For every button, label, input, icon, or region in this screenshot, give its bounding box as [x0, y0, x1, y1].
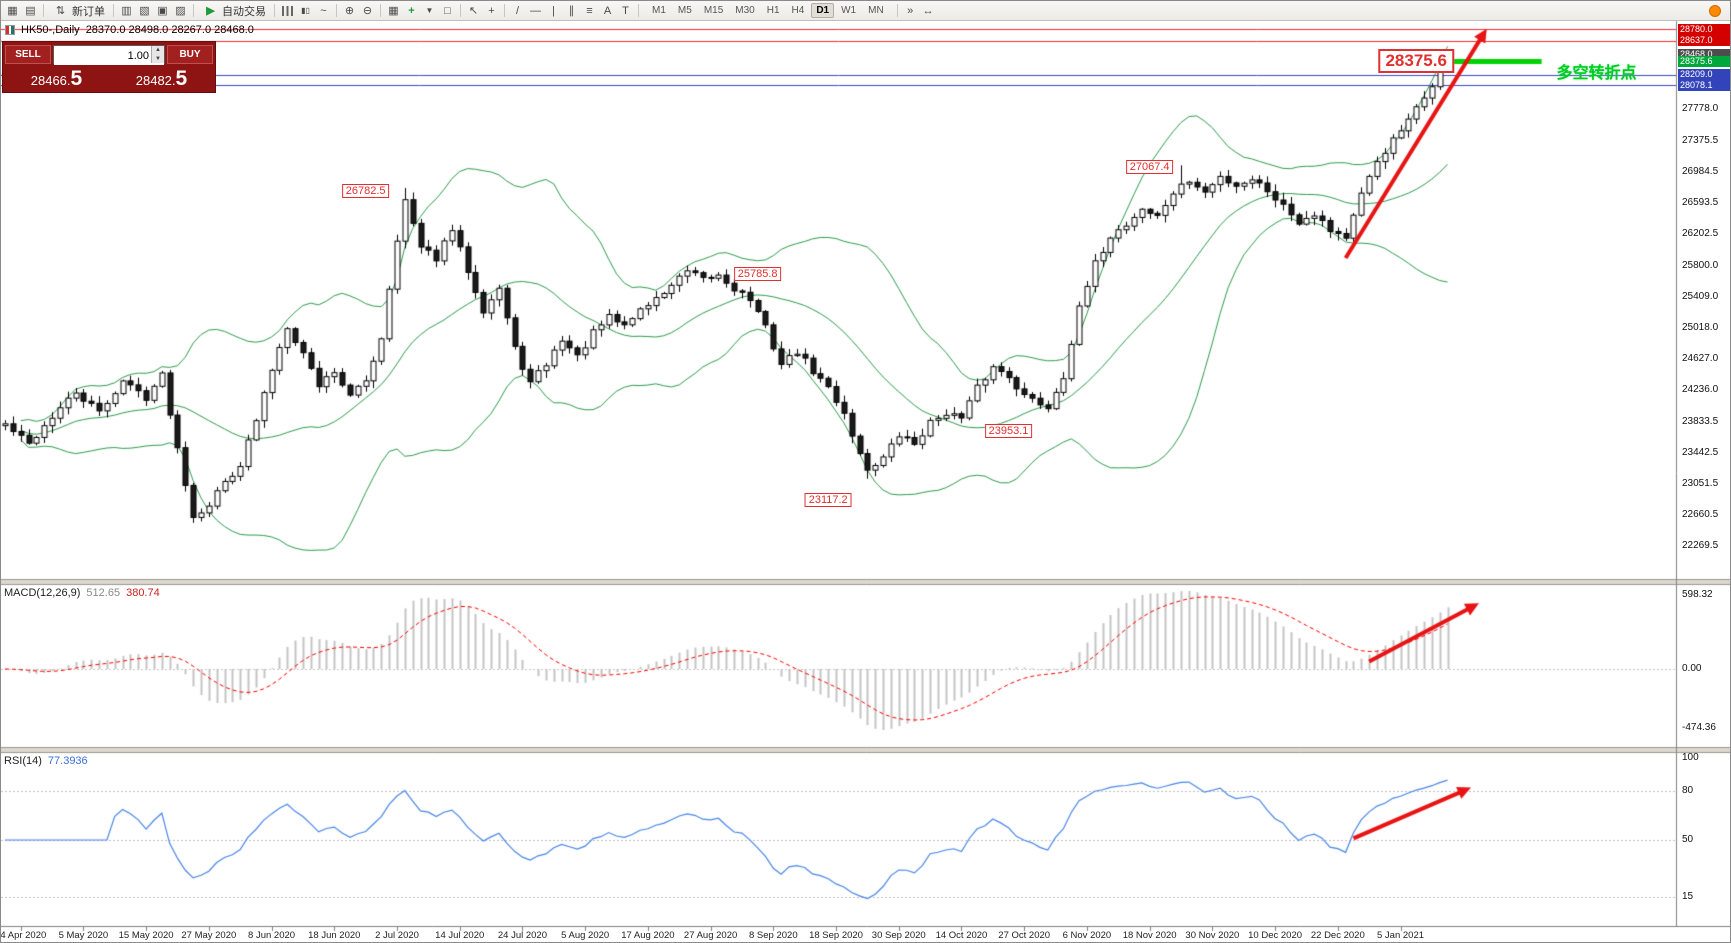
- buy-price-big-digit: 5: [175, 67, 188, 90]
- one-click-trading-panel: SELL ▲▼ BUY 28466. 5 28482. 5: [2, 41, 216, 93]
- trendline-icon[interactable]: /: [515, 4, 520, 17]
- macd-name: MACD(12,26,9): [4, 587, 81, 599]
- chart-symbol-icon: [5, 25, 15, 35]
- price-annotation[interactable]: 23953.1: [984, 423, 1033, 438]
- indicators-icon[interactable]: +: [408, 4, 415, 17]
- rsi-name: RSI(14): [4, 755, 42, 767]
- price-annotation[interactable]: 26782.5: [341, 184, 390, 199]
- toolbar-separator: [638, 4, 639, 17]
- lot-increase-button[interactable]: ▲: [151, 46, 164, 55]
- macd-signal-value: 380.74: [126, 587, 160, 599]
- data-window-icon[interactable]: ▧: [139, 5, 150, 17]
- chart-bars-icon[interactable]: [282, 5, 293, 16]
- sell-button[interactable]: SELL: [5, 45, 51, 64]
- buy-price-main: 28482.: [135, 73, 176, 88]
- toolbar-separator: [193, 4, 194, 17]
- timeframe-MN[interactable]: MN: [868, 5, 884, 16]
- timeframe-W1[interactable]: W1: [841, 5, 857, 16]
- timeframe-M1[interactable]: M1: [652, 5, 666, 16]
- toolbar: ▦ ▤ ⇅ 新订单 ▥ ▧ ▣ ▨ ▶ 自动交易 ▮▯ ~ ⊕ ⊖ ▦ + ▼ …: [1, 1, 1730, 21]
- fibonacci-icon[interactable]: ≡: [586, 4, 593, 17]
- navigator-icon[interactable]: ▣: [157, 5, 168, 17]
- timeframe-group: M1 M5 M15 M30 H1 H4 D1 W1 MN: [647, 3, 889, 18]
- toolbar-separator: [43, 4, 44, 17]
- chart-ohlc-values: 28370.0 28498.0 28267.0 28468.0: [85, 24, 254, 36]
- lot-size-input[interactable]: [54, 47, 164, 65]
- auto-trading-play-icon: ▶: [206, 5, 215, 17]
- new-chart-icon[interactable]: ▦: [7, 5, 18, 17]
- turning-point-label[interactable]: 多空转折点: [1556, 64, 1637, 82]
- horizontal-line-icon[interactable]: —: [530, 4, 541, 17]
- toolbar-separator: [504, 4, 505, 17]
- new-order-icon: ⇅: [55, 5, 66, 17]
- sell-price-big-digit: 5: [70, 67, 83, 90]
- sell-price-main: 28466.: [30, 73, 71, 88]
- toolbar-separator: [336, 4, 337, 17]
- timeframe-H1[interactable]: H1: [766, 5, 780, 16]
- toolbar-separator: [274, 4, 275, 17]
- tile-windows-icon[interactable]: ▦: [388, 5, 399, 17]
- chart-symbol-period: HK50-,Daily: [21, 24, 80, 36]
- crosshair-icon[interactable]: +: [488, 4, 495, 17]
- auto-trading-button[interactable]: ▶ 自动交易: [198, 3, 270, 19]
- price-annotation-current[interactable]: 28375.6: [1378, 49, 1454, 74]
- price-annotation[interactable]: 25785.8: [733, 266, 782, 281]
- buy-price[interactable]: 28482. 5: [110, 67, 213, 90]
- price-annotation[interactable]: 23117.2: [804, 492, 852, 507]
- chart-shift-icon[interactable]: »: [907, 4, 914, 17]
- macd-indicator-label: MACD(12,26,9) 512.65 380.74: [4, 587, 160, 599]
- text-icon[interactable]: A: [603, 4, 612, 17]
- price-annotation[interactable]: 27067.4: [1125, 159, 1174, 174]
- lot-decrease-button[interactable]: ▼: [151, 54, 164, 63]
- terminal-icon[interactable]: ▨: [175, 5, 186, 17]
- auto-trading-label: 自动交易: [222, 5, 266, 18]
- zoom-in-icon[interactable]: ⊕: [344, 5, 355, 17]
- toolbar-separator: [460, 4, 461, 17]
- periods-icon[interactable]: ▼: [425, 6, 434, 15]
- new-order-label: 新订单: [72, 5, 105, 18]
- rsi-value: 77.3936: [47, 755, 88, 767]
- lot-size-field: ▲▼: [53, 45, 165, 65]
- macd-main-value: 512.65: [86, 587, 121, 599]
- chart-title: HK50-,Daily 28370.0 28498.0 28267.0 2846…: [5, 24, 254, 36]
- timeframe-M15[interactable]: M15: [703, 5, 724, 16]
- zoom-out-icon[interactable]: ⊖: [362, 5, 373, 17]
- market-watch-icon[interactable]: ▥: [121, 5, 132, 17]
- chart-candles-icon[interactable]: ▮▯: [301, 6, 310, 15]
- sell-price[interactable]: 28466. 5: [5, 67, 108, 90]
- new-order-button[interactable]: ⇅ 新订单: [48, 3, 109, 19]
- timeframe-D1[interactable]: D1: [811, 3, 835, 18]
- lot-spinner: ▲ ▼: [151, 46, 164, 63]
- templates-icon[interactable]: □: [444, 4, 451, 17]
- buy-button[interactable]: BUY: [167, 45, 213, 64]
- rsi-indicator-label: RSI(14) 77.3936: [4, 755, 88, 767]
- cursor-icon[interactable]: ↖: [468, 5, 479, 17]
- timeframe-H4[interactable]: H4: [791, 5, 805, 16]
- channel-icon[interactable]: ∥: [568, 5, 575, 17]
- toolbar-separator: [896, 4, 898, 17]
- timeframe-M30[interactable]: M30: [735, 5, 755, 16]
- notification-icon[interactable]: [1709, 4, 1721, 17]
- timeframe-M5[interactable]: M5: [677, 5, 692, 16]
- toolbar-separator: [380, 4, 381, 17]
- chart-profiles-icon[interactable]: ▤: [25, 5, 36, 17]
- text-label-icon[interactable]: T: [622, 4, 629, 17]
- auto-scroll-icon[interactable]: ↔: [922, 4, 934, 17]
- vertical-line-icon[interactable]: |: [552, 4, 555, 17]
- toolbar-separator: [113, 4, 114, 17]
- chart-line-icon[interactable]: ~: [320, 4, 327, 17]
